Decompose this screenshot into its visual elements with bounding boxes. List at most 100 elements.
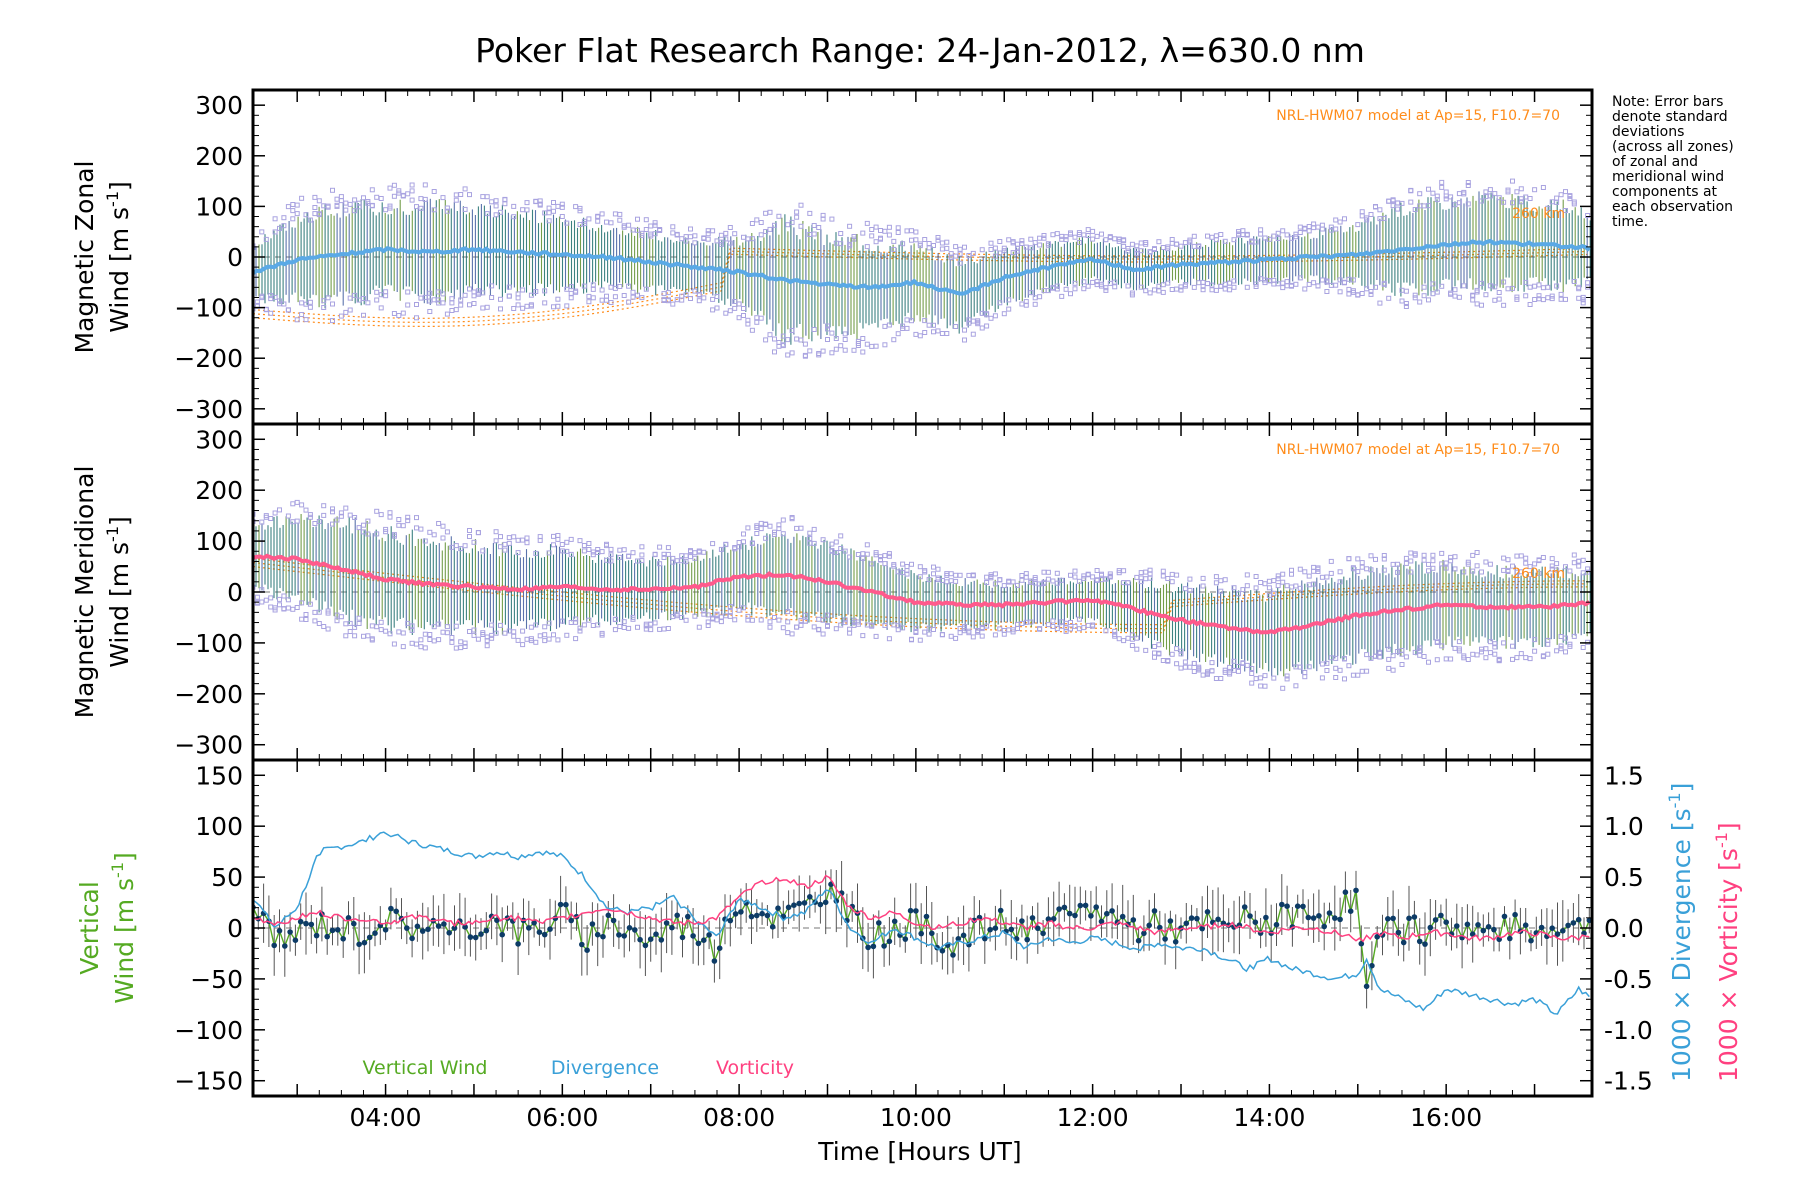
zone-point <box>1381 281 1387 287</box>
zone-point <box>820 631 826 637</box>
zone-point <box>391 193 397 199</box>
zone-point <box>621 293 627 298</box>
zone-point <box>979 247 985 253</box>
zone-point <box>361 522 366 528</box>
zone-point <box>1426 659 1431 665</box>
zone-point <box>1059 293 1065 299</box>
vertical-wind-point <box>393 908 400 915</box>
zone-point <box>347 201 353 207</box>
x-tick-label: 10:00 <box>880 1103 952 1132</box>
y2-tick-label: -1.0 <box>1604 1016 1653 1045</box>
zone-point <box>422 294 428 300</box>
y2-tick-label: 0.5 <box>1604 863 1644 892</box>
vertical-wind-point <box>1443 919 1449 925</box>
zone-point <box>1169 651 1175 657</box>
zone-point <box>299 312 305 317</box>
zone-point <box>586 216 592 222</box>
zone-point <box>696 292 702 298</box>
vertical-wind-point <box>531 920 537 926</box>
zone-point <box>1434 657 1440 663</box>
zone-point <box>1072 568 1078 574</box>
zone-point <box>1585 566 1591 572</box>
zone-point <box>1532 561 1538 567</box>
zone-point <box>1563 208 1568 213</box>
vertical-wind-point <box>1194 915 1200 922</box>
zone-point <box>542 632 548 638</box>
zone-point <box>347 620 353 626</box>
zone-point <box>316 212 322 218</box>
zone-point <box>1408 199 1414 205</box>
vertical-wind-point <box>1570 920 1577 926</box>
vertical-wind-point <box>600 933 606 940</box>
zone-point <box>798 223 804 229</box>
zone-point <box>1240 587 1246 593</box>
zone-point <box>307 304 313 310</box>
zone-point <box>253 519 256 524</box>
zone-point <box>573 289 579 295</box>
zone-point <box>1421 284 1427 290</box>
zone-point <box>1249 671 1255 676</box>
zone-point <box>1350 566 1356 572</box>
x-tick-label: 16:00 <box>1410 1103 1482 1132</box>
zone-point <box>1218 232 1224 237</box>
zone-point <box>396 517 402 522</box>
zone-point <box>617 284 623 289</box>
vertical-wind-point <box>1093 904 1099 910</box>
zone-point <box>321 512 327 518</box>
zone-point <box>1479 649 1484 655</box>
vertical-wind-point <box>748 913 755 920</box>
zone-point <box>431 189 437 194</box>
zone-point <box>652 222 658 228</box>
zone-point <box>1346 556 1352 562</box>
zone-point <box>294 317 300 323</box>
zone-point <box>471 632 477 638</box>
zone-point <box>776 526 782 532</box>
vertical-wind-point <box>308 921 315 928</box>
zone-point <box>440 535 446 541</box>
zone-point <box>546 550 552 556</box>
zone-point <box>409 197 415 203</box>
zone-point <box>864 551 870 557</box>
zone-point <box>1231 278 1237 284</box>
zone-point <box>1240 228 1246 234</box>
zone-point <box>1426 203 1431 209</box>
vertical-wind-point <box>1183 920 1190 927</box>
zone-point <box>405 289 411 295</box>
zone-point <box>630 616 636 622</box>
zone-point <box>1054 231 1060 237</box>
zone-point <box>1474 287 1480 293</box>
zone-point <box>917 637 923 643</box>
zone-point <box>524 540 530 546</box>
zone-point <box>334 618 340 624</box>
zone-point <box>1364 652 1370 658</box>
vertical-wind-point <box>1114 919 1121 925</box>
zone-point <box>440 523 446 529</box>
y-tick-label: −300 <box>174 731 243 760</box>
zone-point <box>1218 676 1224 681</box>
zone-point <box>1373 204 1378 209</box>
zone-point <box>794 214 800 220</box>
zone-point <box>665 551 671 557</box>
zone-point <box>635 227 640 233</box>
note-line: deviations <box>1612 124 1684 140</box>
vertical-wind-point <box>1241 904 1248 910</box>
zone-point <box>1174 661 1180 667</box>
zone-point <box>1107 571 1113 577</box>
vertical-wind-point <box>727 917 734 924</box>
zone-point <box>886 551 892 557</box>
vertical-wind-point <box>775 905 781 911</box>
zone-point <box>334 517 340 523</box>
zone-point <box>820 537 826 543</box>
zone-point <box>1439 643 1445 649</box>
zone-point <box>665 545 671 551</box>
zone-point <box>1342 676 1347 682</box>
zone-point <box>617 211 623 217</box>
vertical-wind-point <box>886 938 893 945</box>
zone-point <box>347 295 353 301</box>
vertical-wind-point <box>345 915 352 921</box>
zone-point <box>608 300 614 305</box>
zone-point <box>917 574 923 580</box>
zone-point <box>498 622 503 628</box>
zone-point <box>1421 552 1427 558</box>
zone-point <box>608 546 614 552</box>
